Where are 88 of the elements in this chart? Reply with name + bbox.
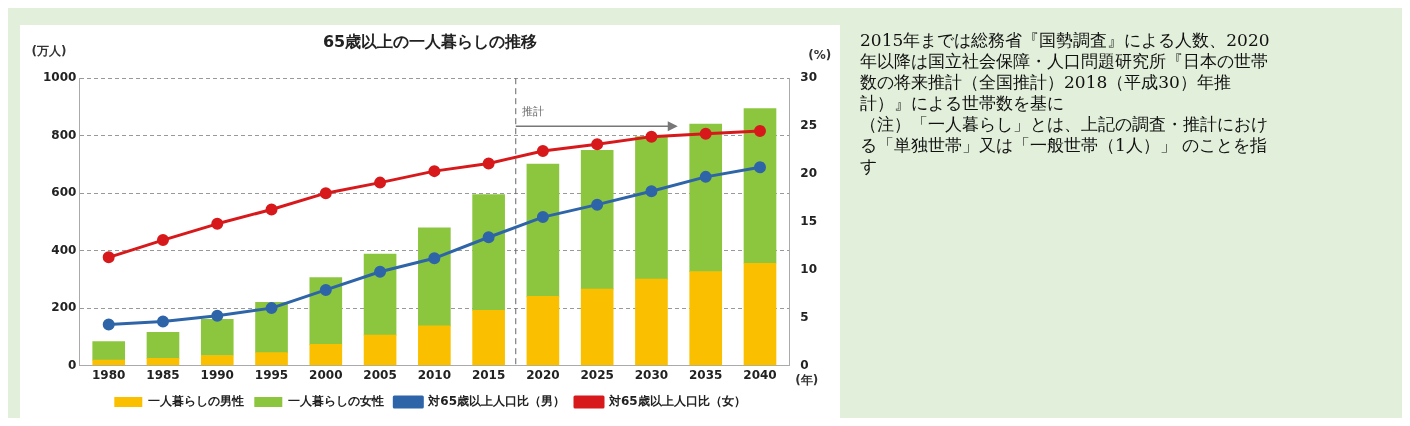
point [428, 252, 441, 265]
y2-tick-label: 15 [800, 214, 817, 229]
point [211, 217, 224, 230]
bar [92, 341, 126, 361]
point [319, 187, 332, 200]
y2-tick-label: 10 [800, 261, 817, 276]
x-tick-label: 2030 [634, 367, 669, 382]
bar [472, 310, 505, 366]
y-axis-title: (万人) [31, 44, 67, 59]
point [102, 318, 115, 331]
y2-tick-label: 25 [800, 118, 817, 133]
x-tick-label: 2010 [417, 367, 452, 382]
point [265, 203, 278, 216]
x-tick-label: 1995 [254, 367, 289, 382]
x-tick-label: 1985 [146, 367, 180, 382]
bar [526, 296, 560, 366]
point [428, 165, 441, 178]
bar [689, 123, 723, 272]
bar [689, 271, 723, 366]
point [699, 127, 712, 140]
x-tick-label: 2015 [471, 367, 506, 382]
y2-axis-title: (%) [808, 48, 832, 63]
point [211, 309, 224, 322]
point [591, 138, 604, 151]
point [102, 251, 115, 264]
point [482, 231, 495, 244]
point [536, 145, 549, 158]
x-tick-label: 2040 [743, 367, 777, 382]
bar [580, 150, 614, 290]
x-tick-label: 2020 [526, 367, 560, 382]
x-tick-label: 2025 [580, 367, 614, 382]
bar [255, 352, 288, 366]
point [645, 130, 658, 143]
bar [200, 355, 234, 366]
x-tick-label: 1980 [92, 367, 126, 382]
y2-tick-label: 5 [800, 309, 809, 324]
x-tick-label: 2005 [363, 367, 397, 382]
legend-label: 一人暮らしの男性 [148, 394, 245, 409]
bar [418, 227, 451, 327]
bar [418, 325, 451, 366]
bar [472, 194, 505, 311]
bar [200, 319, 234, 356]
y2-tick-label: 30 [800, 70, 817, 85]
point [319, 283, 332, 296]
legend-label: 対65歳以上人口比（男） [427, 394, 565, 409]
bar [580, 288, 614, 366]
bar [743, 262, 777, 366]
bar [635, 278, 668, 366]
point [156, 315, 169, 328]
bar [363, 253, 397, 336]
point [591, 198, 604, 211]
legend-label: 対65歳以上人口比（女） [608, 394, 746, 409]
x-tick-label: 1990 [200, 367, 234, 382]
point [645, 185, 658, 198]
bar [363, 334, 397, 366]
point [699, 170, 712, 183]
text: 2015年までは総務省『国勢調査』による人数、2020年以降は国立社会保障・人口問題研究所『日本の世帯数の将来推計（全国推計）2018（平成30）年推計）』による世帯数を基に [860, 30, 1270, 114]
point [536, 211, 549, 224]
x-axis-title: (年) [795, 372, 819, 387]
bar [635, 136, 668, 280]
y-tick-label: 800 [51, 127, 77, 142]
y-tick-label: 1000 [42, 70, 77, 85]
x-tick-label: 2035 [689, 367, 723, 382]
y-tick-label: 400 [51, 242, 77, 257]
bar [92, 359, 126, 366]
y-tick-label: 600 [51, 185, 77, 200]
bar [309, 277, 343, 345]
bar [309, 344, 343, 366]
text: （注）「一人暮らし」とは、上記の調査・推計における「単独世帯」又は「一般世帯（1人）」 のことを指す [860, 114, 1269, 177]
legend-label: 一人暮らしの女性 [288, 394, 385, 409]
bar [743, 108, 777, 264]
ref-line-label: 推計 [521, 105, 544, 119]
y-tick-label: 0 [68, 357, 77, 372]
point [156, 234, 169, 247]
x-tick-label: 2000 [309, 367, 343, 382]
y-tick-label: 200 [51, 300, 77, 315]
chart-title: 65歳以上の一人暮らしの推移 [322, 31, 538, 51]
point [753, 124, 766, 137]
bar [146, 331, 180, 359]
bar [526, 163, 560, 297]
y2-tick-label: 20 [800, 166, 817, 181]
point [753, 161, 766, 174]
point [265, 302, 278, 315]
y2-tick-label: 0 [800, 357, 809, 372]
point [374, 265, 387, 278]
point [482, 157, 495, 170]
bar [146, 358, 180, 366]
point [374, 176, 387, 189]
